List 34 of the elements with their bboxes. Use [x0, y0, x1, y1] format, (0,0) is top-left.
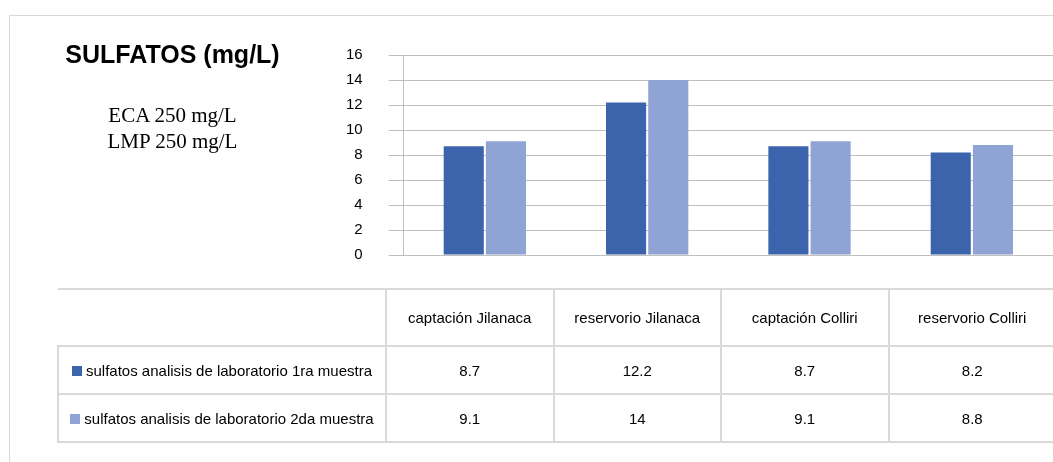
- x-tick-label: captación Colliri: [721, 289, 889, 346]
- bar: [443, 146, 484, 255]
- bar: [606, 102, 647, 255]
- text: SULFATOS (mg/L): [64, 40, 281, 69]
- y-tick-label: 6: [354, 170, 363, 188]
- data-label: 9.1: [386, 394, 554, 442]
- data-label: 9.1: [721, 394, 889, 442]
- bar: [930, 152, 971, 255]
- text: ECA 250 mg/L: [107, 102, 238, 128]
- y-tick-label: 8: [354, 145, 363, 163]
- y-tick-label: 12: [346, 95, 363, 113]
- y-tick-label: 10: [346, 120, 363, 138]
- bar: [972, 145, 1013, 255]
- x-tick-label: reservorio Colliri: [888, 289, 1053, 346]
- legend-label: sulfatos analisis de laboratorio 1ra muestra: [58, 346, 386, 394]
- legend-label: sulfatos analisis de laboratorio 2da muestra: [58, 394, 386, 442]
- bar: [810, 141, 851, 255]
- data-label: 8.2: [888, 346, 1053, 394]
- x-tick-label: captación Jilanaca: [386, 289, 554, 346]
- text: LMP 250 mg/L: [106, 128, 239, 154]
- y-tick-label: 0: [354, 245, 363, 263]
- y-tick-label: 2: [354, 220, 363, 238]
- data-label: 8.8: [888, 394, 1053, 442]
- bar: [648, 80, 689, 255]
- x-tick-label: reservorio Jilanaca: [553, 289, 721, 346]
- y-tick-label: 16: [346, 45, 363, 63]
- bar: [485, 141, 526, 255]
- data-label: 14: [553, 394, 721, 442]
- y-tick-label: 14: [346, 70, 363, 88]
- bar: [768, 146, 809, 255]
- data-label: 8.7: [721, 346, 889, 394]
- y-tick-label: 4: [354, 195, 363, 213]
- data-label: 12.2: [553, 346, 721, 394]
- data-label: 8.7: [386, 346, 554, 394]
